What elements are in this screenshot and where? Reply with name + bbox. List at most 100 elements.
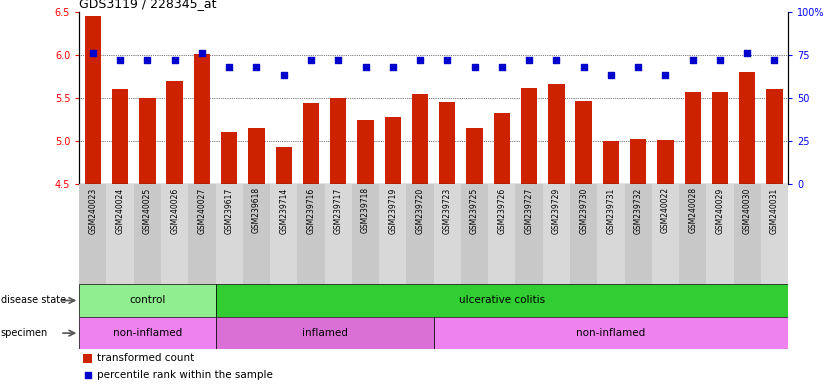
Bar	[543, 184, 570, 284]
Text: GSM239717: GSM239717	[334, 187, 343, 233]
Bar	[85, 16, 101, 184]
Text: control: control	[129, 295, 166, 306]
Point	[195, 50, 208, 56]
Text: non-inflamed: non-inflamed	[113, 328, 182, 338]
Bar	[434, 184, 461, 284]
Bar	[352, 184, 379, 284]
Bar	[515, 184, 543, 284]
Text: GSM240022: GSM240022	[661, 187, 670, 233]
Text: GSM239729: GSM239729	[552, 187, 561, 233]
Text: GDS3119 / 228345_at: GDS3119 / 228345_at	[79, 0, 217, 10]
Text: GSM239618: GSM239618	[252, 187, 261, 233]
Point	[440, 57, 454, 63]
Bar	[570, 184, 597, 284]
Bar	[434, 317, 788, 349]
Point	[414, 57, 427, 63]
Bar	[139, 98, 156, 184]
Bar	[330, 98, 346, 184]
Text: GSM239725: GSM239725	[470, 187, 479, 233]
Text: GSM240025: GSM240025	[143, 187, 152, 233]
Bar	[249, 128, 264, 184]
Bar	[706, 184, 734, 284]
Text: GSM239730: GSM239730	[579, 187, 588, 234]
Text: GSM239727: GSM239727	[525, 187, 534, 233]
Point	[768, 57, 781, 63]
Bar	[112, 89, 128, 184]
Text: GSM239731: GSM239731	[606, 187, 615, 233]
Text: GSM239726: GSM239726	[497, 187, 506, 233]
Point	[141, 57, 154, 63]
Bar	[652, 184, 679, 284]
Text: GSM240026: GSM240026	[170, 187, 179, 233]
Text: GSM239617: GSM239617	[224, 187, 234, 233]
Text: GSM240024: GSM240024	[116, 187, 124, 233]
Point	[304, 57, 318, 63]
Point	[577, 64, 590, 70]
Text: GSM239714: GSM239714	[279, 187, 289, 233]
Bar	[739, 72, 756, 184]
Bar	[466, 128, 483, 184]
Bar	[406, 184, 434, 284]
Text: GSM240023: GSM240023	[88, 187, 98, 233]
Bar	[107, 184, 133, 284]
Text: GSM240030: GSM240030	[743, 187, 751, 234]
Text: percentile rank within the sample: percentile rank within the sample	[97, 370, 273, 381]
Point	[359, 64, 372, 70]
Point	[168, 57, 181, 63]
Text: GSM240028: GSM240028	[688, 187, 697, 233]
Bar	[357, 119, 374, 184]
Bar	[488, 184, 515, 284]
Text: GSM239723: GSM239723	[443, 187, 452, 233]
Bar	[766, 89, 782, 184]
Point	[495, 64, 509, 70]
Bar	[79, 284, 215, 317]
Bar	[324, 184, 352, 284]
Bar	[734, 184, 761, 284]
Text: GSM239716: GSM239716	[306, 187, 315, 233]
Bar	[597, 184, 625, 284]
Text: GSM240027: GSM240027	[198, 187, 207, 233]
Point	[631, 64, 645, 70]
Bar	[83, 354, 92, 363]
Bar	[494, 113, 510, 184]
Bar	[548, 84, 565, 184]
Bar	[303, 103, 319, 184]
Bar	[521, 88, 537, 184]
Bar	[630, 139, 646, 184]
Text: specimen: specimen	[1, 328, 48, 338]
Bar	[161, 184, 188, 284]
Point	[713, 57, 726, 63]
Text: ulcerative colitis: ulcerative colitis	[459, 295, 545, 306]
Bar	[412, 94, 428, 184]
Bar	[440, 102, 455, 184]
Bar	[188, 184, 215, 284]
Point	[505, 285, 518, 291]
Bar	[275, 147, 292, 184]
Bar	[221, 132, 238, 184]
Point	[386, 64, 399, 70]
Bar	[215, 184, 243, 284]
Bar	[575, 101, 592, 184]
Bar	[79, 184, 107, 284]
Bar	[461, 184, 488, 284]
Point	[86, 50, 99, 56]
Point	[468, 64, 481, 70]
Text: disease state: disease state	[1, 295, 66, 306]
Point	[659, 72, 672, 78]
Bar	[193, 54, 210, 184]
Point	[332, 57, 345, 63]
Point	[113, 57, 127, 63]
Point	[686, 57, 700, 63]
Text: GSM240029: GSM240029	[716, 187, 725, 233]
Text: non-inflamed: non-inflamed	[576, 328, 646, 338]
Bar	[711, 92, 728, 184]
Text: transformed count: transformed count	[97, 353, 194, 363]
Bar	[167, 81, 183, 184]
Text: inflamed: inflamed	[302, 328, 348, 338]
Text: GSM239719: GSM239719	[389, 187, 397, 233]
Bar	[215, 284, 788, 317]
Bar	[215, 317, 434, 349]
Text: GSM239732: GSM239732	[634, 187, 643, 233]
Bar	[625, 184, 652, 284]
Point	[741, 50, 754, 56]
